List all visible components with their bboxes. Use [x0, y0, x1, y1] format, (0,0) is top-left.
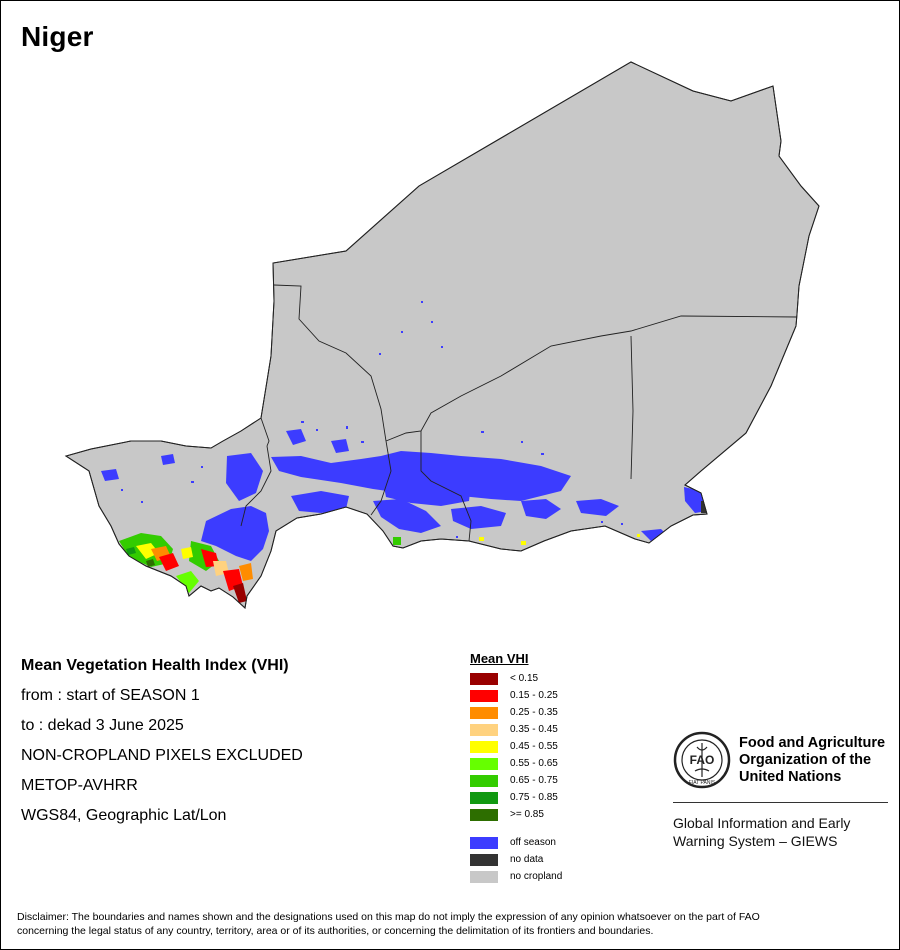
- vhi-classes-south: [393, 501, 706, 545]
- legend-label: off season: [510, 837, 556, 848]
- legend-swatch: [470, 690, 498, 702]
- legend-label: no data: [510, 854, 544, 865]
- legend-swatch: [470, 724, 498, 736]
- svg-text:FIAT PANIS: FIAT PANIS: [689, 780, 716, 786]
- org-name-line-3: United Nations: [739, 769, 842, 785]
- fao-emblem-icon: FAO FIAT PANIS: [673, 731, 731, 789]
- vhi-raster: [101, 301, 707, 603]
- legend-class-row: 0.75 - 0.85: [470, 792, 630, 806]
- legend-special-row: no cropland: [470, 871, 630, 885]
- legend-swatch: [470, 792, 498, 804]
- legend-title: Mean VHI: [470, 651, 529, 666]
- giews-line-2: Warning System – GIEWS: [673, 833, 838, 849]
- disclaimer: Disclaimer: The boundaries and names sho…: [17, 910, 887, 938]
- sensor-label: METOP-AVHRR: [21, 777, 138, 794]
- disclaimer-line-2: concerning the legal status of any count…: [17, 925, 654, 937]
- period-to: to : dekad 3 June 2025: [21, 717, 184, 734]
- map-title: Niger: [21, 21, 94, 52]
- legend-swatch: [470, 707, 498, 719]
- legend-swatch: [470, 758, 498, 770]
- legend-swatch: [470, 775, 498, 787]
- giews-name: Global Information and Early Warning Sys…: [673, 814, 888, 850]
- vhi-classes-southwest: [119, 533, 253, 603]
- legend-class-row: 0.15 - 0.25: [470, 690, 630, 704]
- org-name-line-1: Food and Agriculture: [739, 735, 886, 751]
- legend-label: 0.55 - 0.65: [510, 758, 558, 769]
- legend-label: 0.35 - 0.45: [510, 724, 558, 735]
- fao-giews-logo: FAO FIAT PANIS Food and Agriculture Orga…: [673, 731, 893, 861]
- legend-label: >= 0.85: [510, 809, 544, 820]
- legend-swatch: [470, 854, 498, 866]
- projection-label: WGS84, Geographic Lat/Lon: [21, 807, 227, 824]
- legend-label: 0.45 - 0.55: [510, 741, 558, 752]
- niger-country-shape: [64, 61, 820, 609]
- legend-class-row: 0.55 - 0.65: [470, 758, 630, 772]
- legend-class-row: < 0.15: [470, 673, 630, 687]
- legend-label: 0.65 - 0.75: [510, 775, 558, 786]
- legend-swatch: [470, 673, 498, 685]
- organization-name: Food and Agriculture Organization of the…: [739, 735, 899, 786]
- legend-swatch: [470, 871, 498, 883]
- niger-outer-border: [64, 61, 820, 609]
- giews-line-1: Global Information and Early: [673, 815, 851, 831]
- legend-special-row: no data: [470, 854, 630, 868]
- niger-map: [64, 61, 820, 609]
- legend-label: < 0.15: [510, 673, 539, 684]
- legend-swatch: [470, 837, 498, 849]
- exclusion-note: NON-CROPLAND PIXELS EXCLUDED: [21, 747, 303, 764]
- legend-label: 0.25 - 0.35: [510, 707, 558, 718]
- legend-special-row: off season: [470, 837, 630, 851]
- off-season-areas: [101, 429, 707, 561]
- legend-class-row: >= 0.85: [470, 809, 630, 823]
- legend-class-row: 0.65 - 0.75: [470, 775, 630, 789]
- logo-divider: [673, 802, 888, 803]
- period-from: from : start of SEASON 1: [21, 687, 200, 704]
- disclaimer-line-1: Disclaimer: The boundaries and names sho…: [17, 911, 760, 923]
- index-heading: Mean Vegetation Health Index (VHI): [21, 657, 289, 674]
- region-boundaries: [240, 284, 798, 542]
- legend-label: 0.75 - 0.85: [510, 792, 558, 803]
- legend-class-row: 0.35 - 0.45: [470, 724, 630, 738]
- legend-label: no cropland: [510, 871, 563, 882]
- legend-class-row: 0.45 - 0.55: [470, 741, 630, 755]
- org-name-line-2: Organization of the: [739, 752, 872, 768]
- legend-swatch: [470, 741, 498, 753]
- legend-label: 0.15 - 0.25: [510, 690, 558, 701]
- legend-class-row: 0.25 - 0.35: [470, 707, 630, 721]
- legend-swatch: [470, 809, 498, 821]
